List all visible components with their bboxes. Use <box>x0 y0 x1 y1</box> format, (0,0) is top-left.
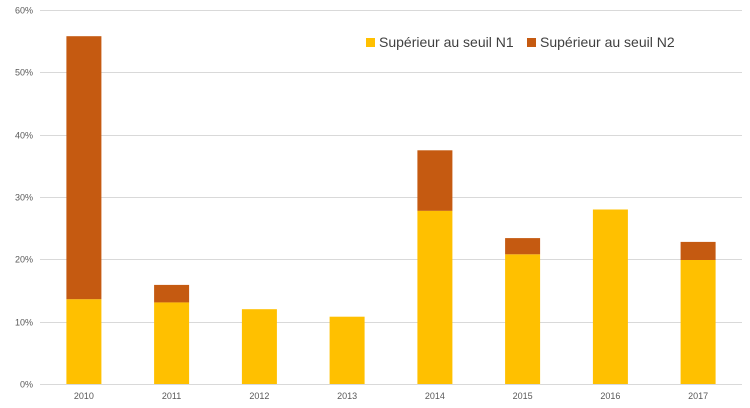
y-tick-label: 20% <box>15 255 33 265</box>
y-tick-label: 0% <box>20 380 33 390</box>
x-axis-ticks: 2010 2011 2012 2013 2014 2015 2016 2017 <box>74 391 708 401</box>
bar-n2-2015 <box>505 238 541 255</box>
legend-label-n1: Supérieur au seuil N1 <box>379 34 514 50</box>
bar-n1-2012 <box>241 309 277 384</box>
x-tick-label: 2010 <box>74 391 94 401</box>
bar-n2-2011 <box>154 284 190 303</box>
gridlines <box>40 10 742 385</box>
x-tick-label: 2012 <box>249 391 269 401</box>
bar-n1-2013 <box>329 316 365 384</box>
y-tick-label: 50% <box>15 68 33 78</box>
bar-n1-2014 <box>417 210 453 384</box>
legend-swatch-n2 <box>527 38 536 47</box>
x-tick-label: 2011 <box>162 391 181 401</box>
bar-n1-2010 <box>66 299 102 384</box>
x-tick-label: 2016 <box>600 391 620 401</box>
y-axis-ticks: 0% 10% 20% 30% 40% 50% 60% <box>15 6 33 390</box>
y-tick-label: 10% <box>15 318 33 328</box>
bar-n1-2017 <box>680 260 716 384</box>
y-tick-label: 30% <box>15 193 33 203</box>
x-tick-label: 2015 <box>513 391 533 401</box>
legend-label-n2: Supérieur au seuil N2 <box>540 34 675 50</box>
y-tick-label: 60% <box>15 6 33 16</box>
legend-swatch-n1 <box>366 38 375 47</box>
bar-n2-2010 <box>66 36 102 300</box>
bar-n2-2014 <box>417 150 453 211</box>
x-tick-label: 2014 <box>425 391 445 401</box>
bar-n2-2017 <box>680 241 716 260</box>
x-tick-label: 2013 <box>337 391 357 401</box>
legend: Supérieur au seuil N1 Supérieur au seuil… <box>366 34 675 50</box>
bars <box>66 36 716 384</box>
bar-n1-2016 <box>592 209 628 384</box>
y-tick-label: 40% <box>15 131 33 141</box>
x-tick-label: 2017 <box>688 391 708 401</box>
bar-n1-2011 <box>154 302 190 384</box>
bar-n1-2015 <box>505 254 541 384</box>
